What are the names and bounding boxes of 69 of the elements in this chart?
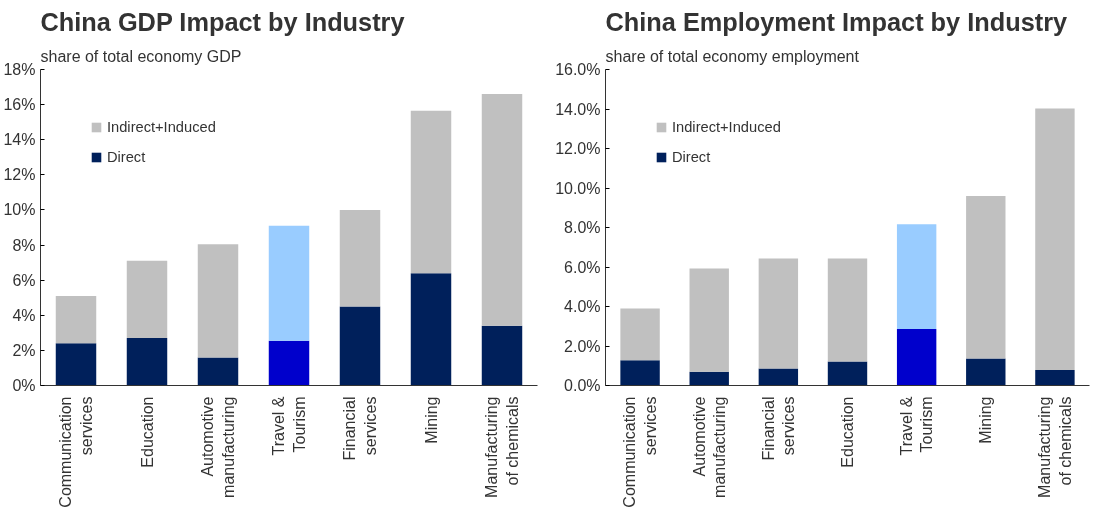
y-tick-label: 14% (3, 131, 36, 149)
bar (410, 273, 452, 386)
x-tick-label: Education (839, 396, 856, 468)
y-tick-label: 12% (3, 166, 36, 184)
x-tick-label: Mining (977, 396, 995, 444)
y-tick-label: 2.0% (564, 337, 601, 355)
x-tick-label: Automotive manufacturing (690, 396, 728, 498)
y-tick-label: 16.0% (555, 61, 601, 78)
y-tick-label: 6% (12, 271, 36, 289)
x-tick-label: Manufacturing of chemicals (483, 396, 521, 498)
bar (827, 361, 868, 386)
x-tick-label: Travel & Tourism (897, 396, 936, 456)
chart-title: China Employment Impact by Industry (605, 7, 1068, 36)
y-tick-label: 6.0% (564, 258, 601, 276)
y-tick-label: 8% (12, 236, 36, 254)
y-tick-label: 14.0% (555, 100, 601, 118)
bar (689, 371, 729, 386)
bar (827, 258, 868, 362)
x-tick-label: Education (138, 396, 156, 468)
bar (268, 340, 310, 386)
y-tick-label: 0% (12, 377, 36, 394)
bar (197, 244, 239, 358)
y-tick-label: 10% (3, 201, 36, 219)
x-tick-label: Manufacturing of chemicals (1036, 396, 1074, 498)
chart-title: China GDP Impact by Industry (40, 7, 405, 36)
bar (481, 94, 523, 326)
x-tick-label: Automotive manufacturing (199, 396, 237, 498)
bar (55, 295, 97, 344)
bar (758, 368, 799, 386)
bar (55, 343, 97, 386)
bar (689, 268, 729, 372)
y-tick-label: 12.0% (555, 140, 601, 157)
y-tick-label: 16% (3, 96, 36, 114)
y-tick-label: 18% (3, 61, 36, 78)
bar (197, 357, 239, 386)
y-tick-label: 2% (12, 341, 36, 359)
chart-subtitle: share of total economy GDP (40, 47, 242, 65)
bar (339, 306, 381, 386)
bar (758, 258, 799, 369)
bar (896, 329, 937, 386)
x-tick-label: Mining (422, 396, 440, 444)
y-tick-label: 8.0% (564, 219, 601, 236)
x-tick-label: Travel & Tourism (270, 396, 308, 456)
legend-label: Indirect+Induced (672, 119, 781, 135)
bar (1035, 108, 1075, 371)
y-tick-label: 0.0% (564, 377, 601, 394)
bar (1035, 370, 1075, 386)
x-tick-label: Communication services (621, 396, 659, 508)
chart-subtitle: share of total economy employment (605, 47, 860, 65)
bar (481, 325, 523, 386)
legend-label: Indirect+Induced (107, 119, 216, 135)
legend-label: Direct (672, 149, 711, 165)
bar (896, 224, 937, 330)
bar (966, 195, 1006, 359)
bar (620, 360, 660, 386)
y-tick-label: 4% (12, 306, 36, 324)
legend-label: Direct (107, 149, 146, 165)
bar (339, 209, 381, 307)
x-tick-label: Financial services (759, 396, 798, 461)
bar (620, 308, 660, 361)
bar (126, 260, 168, 339)
bar (268, 225, 310, 341)
x-tick-label: Communication services (57, 396, 95, 508)
y-tick-label: 4.0% (564, 298, 601, 315)
y-tick-label: 10.0% (555, 179, 601, 197)
bar (410, 110, 452, 274)
bar (966, 358, 1006, 386)
x-tick-label: Financial services (341, 396, 379, 461)
bar (126, 338, 168, 386)
